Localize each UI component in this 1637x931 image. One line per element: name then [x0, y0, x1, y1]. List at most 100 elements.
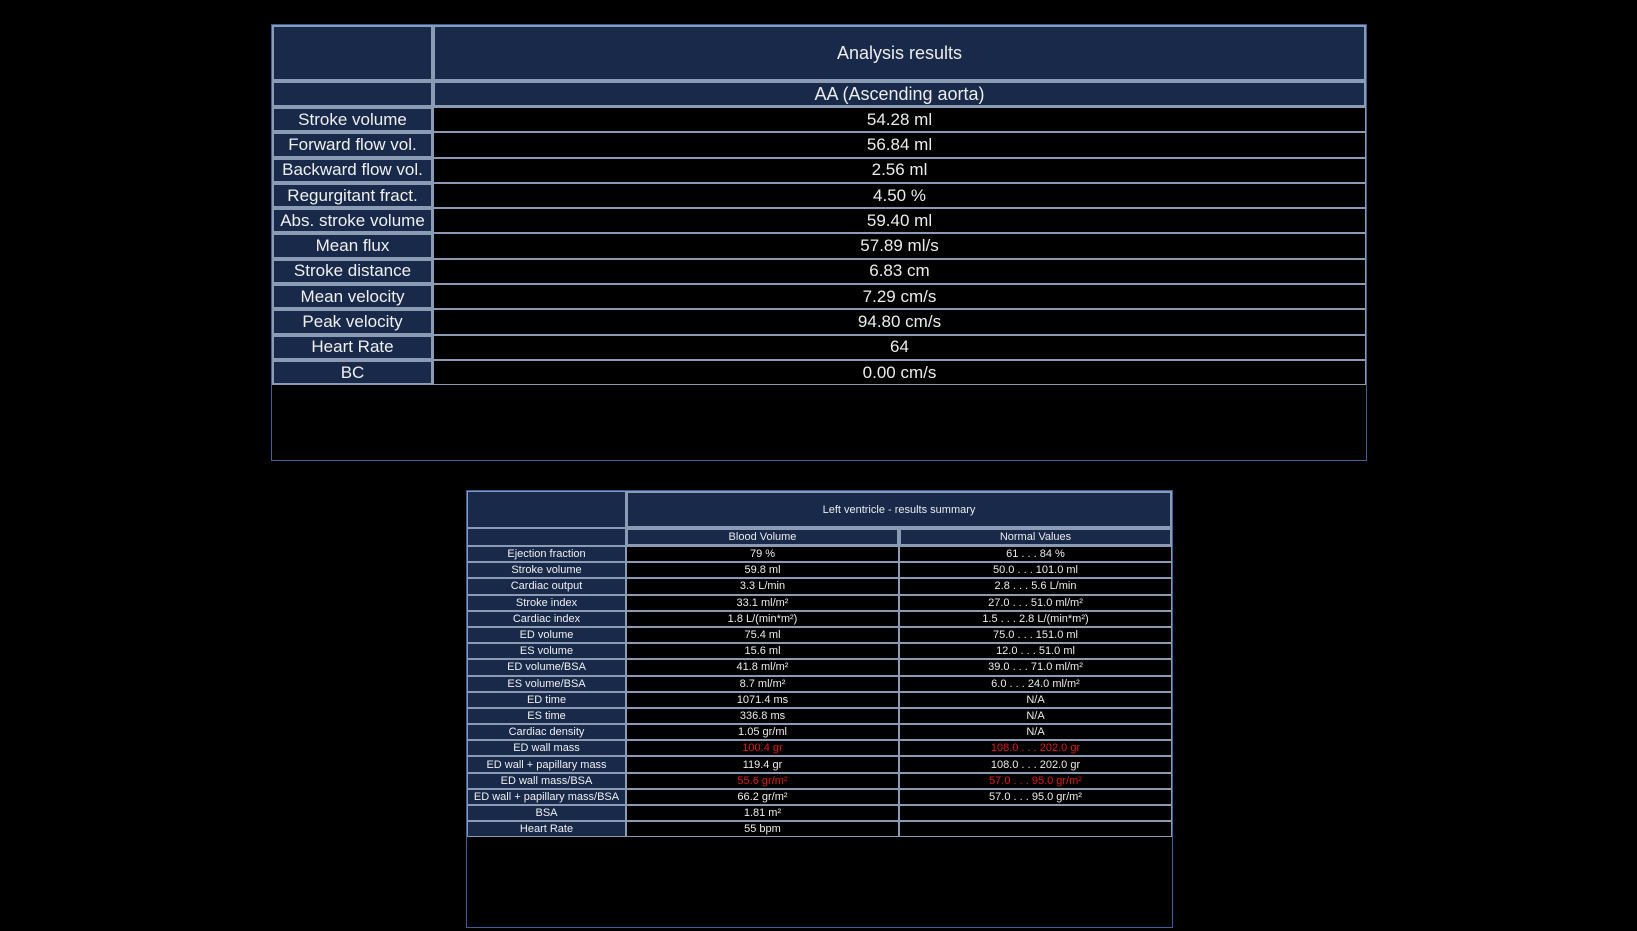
- lv-row: BSA 1.81 m²: [467, 805, 1172, 822]
- analysis-title: Analysis results: [433, 25, 1366, 81]
- lv-row-blood-volume: 100.4 gr: [626, 740, 899, 757]
- lv-row: ED wall + papillary mass/BSA 66.2 gr/m² 57…: [467, 788, 1172, 805]
- lv-row: Cardiac density 1.05 gr/ml N/A: [467, 724, 1172, 741]
- lv-row: ED volume/BSA 41.8 ml/m² 39.0 . . . 71.0 m…: [467, 659, 1172, 676]
- lv-row-normal-values: 75.0 . . . 151.0 ml: [899, 626, 1172, 644]
- lv-header-row: Left ventricle - results summary: [467, 491, 1172, 528]
- analysis-row: Stroke distance 6.83 cm: [272, 258, 1366, 285]
- lv-row-normal-values: 27.0 . . . 51.0 ml/m²: [899, 594, 1172, 611]
- analysis-row: Abs. stroke volume 59.40 ml: [272, 208, 1366, 234]
- lv-row-label: Ejection fraction: [467, 546, 626, 563]
- analysis-row-label: Heart Rate: [272, 334, 433, 360]
- lv-row-normal-values: 50.0 . . . 101.0 ml: [899, 562, 1172, 579]
- lv-column-header-row: Blood Volume Normal Values: [467, 528, 1172, 546]
- lv-row-blood-volume: 1.05 gr/ml: [626, 724, 899, 741]
- lv-row: ES time 336.8 ms N/A: [467, 707, 1172, 725]
- analysis-results-panel: Analysis results AA (Ascending aorta) St…: [271, 24, 1367, 461]
- lv-row-blood-volume: 41.8 ml/m²: [626, 659, 899, 676]
- lv-row: Cardiac output 3.3 L/min 2.8 . . . 5.6 L/m…: [467, 578, 1172, 595]
- lv-row-blood-volume: 66.2 gr/m²: [626, 788, 899, 805]
- lv-row-blood-volume: 3.3 L/min: [626, 578, 899, 595]
- analysis-header-corner: [272, 25, 433, 81]
- lv-row-label: Stroke volume: [467, 562, 626, 579]
- analysis-row-value: 0.00 cm/s: [433, 359, 1366, 386]
- analysis-row-label: Mean flux: [272, 233, 433, 259]
- lv-row: ED wall + papillary mass 119.4 gr 108.0 . …: [467, 756, 1172, 773]
- analysis-row-value: 2.56 ml: [433, 157, 1366, 183]
- lv-row-normal-values: 1.5 . . . 2.8 L/(min*m²): [899, 610, 1172, 627]
- lv-row: ES volume 15.6 ml 12.0 . . . 51.0 ml: [467, 643, 1172, 660]
- lv-row-label: ED wall + papillary mass: [467, 756, 626, 773]
- lv-row: Ejection fraction 79 % 61 . . . 84 %: [467, 546, 1172, 563]
- analysis-row-value: 54.28 ml: [433, 107, 1366, 133]
- analysis-row-value: 57.89 ml/s: [433, 233, 1366, 259]
- lv-row-blood-volume: 55.6 gr/m²: [626, 772, 899, 789]
- lv-row-blood-volume: 336.8 ms: [626, 707, 899, 725]
- lv-row-blood-volume: 1.8 L/(min*m²): [626, 610, 899, 627]
- analysis-row: Backward flow vol. 2.56 ml: [272, 157, 1366, 183]
- lv-row-normal-values: 57.0 . . . 95.0 gr/m²: [899, 788, 1172, 805]
- lv-row: ED wall mass/BSA 55.6 gr/m² 57.0 . . . 95.…: [467, 772, 1172, 789]
- lv-column-header-corner: [467, 528, 626, 546]
- lv-row: Stroke volume 59.8 ml 50.0 . . . 101.0 ml: [467, 562, 1172, 579]
- analysis-row-value: 64: [433, 334, 1366, 360]
- lv-row-normal-values: 39.0 . . . 71.0 ml/m²: [899, 659, 1172, 676]
- lv-col-normal-values: Normal Values: [899, 528, 1172, 546]
- analysis-row: Mean flux 57.89 ml/s: [272, 233, 1366, 259]
- lv-row-label: ED wall mass: [467, 740, 626, 757]
- analysis-row-value: 56.84 ml: [433, 132, 1366, 158]
- lv-header-corner: [467, 491, 626, 528]
- lv-row-blood-volume: 119.4 gr: [626, 756, 899, 773]
- lv-row-label: Cardiac output: [467, 578, 626, 595]
- lv-row-normal-values: 61 . . . 84 %: [899, 546, 1172, 563]
- analysis-subtitle: AA (Ascending aorta): [433, 81, 1366, 107]
- analysis-row-label: Peak velocity: [272, 309, 433, 335]
- lv-row-blood-volume: 75.4 ml: [626, 626, 899, 644]
- lv-row-label: Cardiac index: [467, 610, 626, 627]
- lv-row-label: Stroke index: [467, 594, 626, 611]
- lv-row-blood-volume: 33.1 ml/m²: [626, 594, 899, 611]
- lv-row-blood-volume: 55 bpm: [626, 821, 899, 838]
- lv-summary-panel: Left ventricle - results summary Blood V…: [466, 490, 1173, 928]
- lv-row-normal-values: [899, 805, 1172, 822]
- lv-row-label: ED time: [467, 691, 626, 708]
- lv-row-label: BSA: [467, 805, 626, 822]
- analysis-row-label: BC: [272, 359, 433, 386]
- analysis-row-label: Stroke distance: [272, 258, 433, 285]
- analysis-row-value: 59.40 ml: [433, 208, 1366, 234]
- analysis-subheader-corner: [272, 81, 433, 107]
- lv-row-label: ED volume/BSA: [467, 659, 626, 676]
- lv-row: Cardiac index 1.8 L/(min*m²) 1.5 . . . 2.8…: [467, 610, 1172, 627]
- analysis-row-label: Abs. stroke volume: [272, 208, 433, 234]
- analysis-subheader-row: AA (Ascending aorta): [272, 81, 1366, 107]
- lv-row: ED time 1071.4 ms N/A: [467, 691, 1172, 708]
- lv-summary-table: Left ventricle - results summary Blood V…: [467, 491, 1172, 838]
- analysis-row-label: Mean velocity: [272, 284, 433, 310]
- lv-row-label: ED wall + papillary mass/BSA: [467, 788, 626, 805]
- analysis-row-label: Stroke volume: [272, 107, 433, 133]
- lv-row: ES volume/BSA 8.7 ml/m² 6.0 . . . 24.0 ml/…: [467, 675, 1172, 692]
- lv-row-label: ED volume: [467, 626, 626, 644]
- lv-row-normal-values: 108.0 . . . 202.0 gr: [899, 756, 1172, 773]
- analysis-row: Peak velocity 94.80 cm/s: [272, 309, 1366, 335]
- analysis-row: Heart Rate 64: [272, 334, 1366, 360]
- lv-row-normal-values: N/A: [899, 724, 1172, 741]
- lv-row-blood-volume: 79 %: [626, 546, 899, 563]
- analysis-row-value: 94.80 cm/s: [433, 309, 1366, 335]
- analysis-row-value: 4.50 %: [433, 182, 1366, 209]
- analysis-row-label: Backward flow vol.: [272, 157, 433, 183]
- lv-row-normal-values: 2.8 . . . 5.6 L/min: [899, 578, 1172, 595]
- lv-row-label: ES volume/BSA: [467, 675, 626, 692]
- analysis-row: Stroke volume 54.28 ml: [272, 107, 1366, 133]
- lv-row-label: Cardiac density: [467, 724, 626, 741]
- lv-row-normal-values: 12.0 . . . 51.0 ml: [899, 643, 1172, 660]
- lv-row-label: ES volume: [467, 643, 626, 660]
- lv-row-blood-volume: 1.81 m²: [626, 805, 899, 822]
- analysis-row-label: Forward flow vol.: [272, 132, 433, 158]
- lv-row-blood-volume: 59.8 ml: [626, 562, 899, 579]
- lv-row-label: Heart Rate: [467, 821, 626, 838]
- lv-row-normal-values: N/A: [899, 691, 1172, 708]
- lv-row-normal-values: 57.0 . . . 95.0 gr/m²: [899, 772, 1172, 789]
- lv-row-blood-volume: 15.6 ml: [626, 643, 899, 660]
- analysis-row: Mean velocity 7.29 cm/s: [272, 284, 1366, 310]
